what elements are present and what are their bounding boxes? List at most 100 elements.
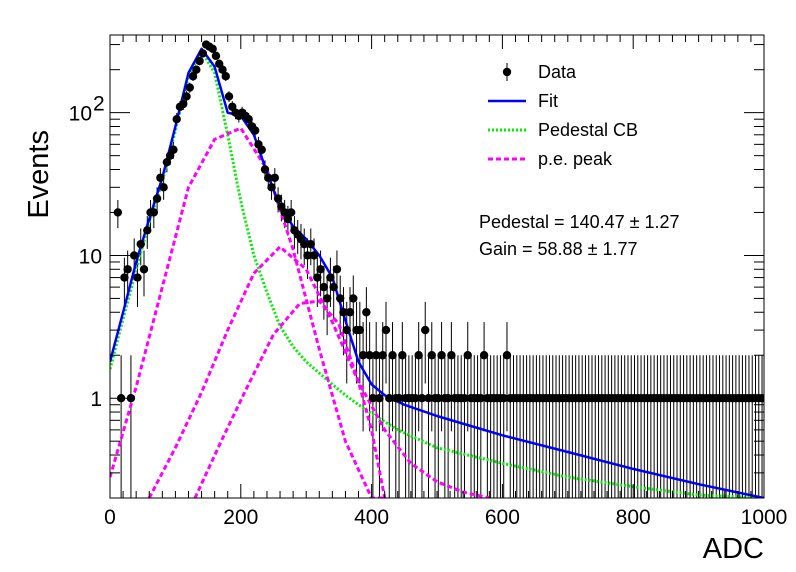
data-point bbox=[260, 165, 270, 174]
fit-annotations: Pedestal = 140.47 ± 1.27 Gain = 58.88 ± 1… bbox=[479, 212, 680, 259]
data-point bbox=[280, 208, 289, 217]
data-point bbox=[427, 351, 436, 360]
data-point bbox=[283, 214, 293, 224]
data-point bbox=[437, 351, 446, 360]
data-point bbox=[133, 273, 142, 282]
data-point bbox=[411, 394, 420, 403]
data-point bbox=[365, 351, 374, 360]
data-point bbox=[224, 92, 234, 101]
data-point bbox=[313, 273, 322, 282]
legend-label: Pedestal CB bbox=[538, 120, 638, 140]
data-point bbox=[129, 251, 139, 260]
data-point bbox=[339, 308, 348, 317]
data-point bbox=[371, 351, 381, 360]
data-point bbox=[250, 126, 260, 135]
data-point bbox=[198, 49, 208, 58]
x-tick-label: 400 bbox=[354, 506, 389, 529]
data-point bbox=[156, 173, 165, 182]
fit-result-text: Pedestal = 140.47 ± 1.27 bbox=[479, 212, 680, 232]
data-point bbox=[270, 173, 280, 182]
data-point bbox=[332, 265, 342, 274]
data-point bbox=[139, 265, 149, 274]
data-point bbox=[460, 394, 469, 403]
data-point bbox=[179, 99, 188, 109]
data-point bbox=[358, 351, 368, 360]
legend-marker bbox=[502, 67, 512, 77]
data-point bbox=[355, 325, 365, 335]
data-point bbox=[149, 208, 159, 217]
y-axis-title: Events bbox=[23, 130, 55, 219]
data-point bbox=[398, 351, 407, 360]
data-point bbox=[257, 145, 266, 154]
data-point bbox=[421, 325, 430, 335]
data-point bbox=[447, 351, 456, 360]
data-point bbox=[479, 351, 489, 360]
data-point bbox=[424, 394, 433, 403]
data-point bbox=[349, 294, 358, 303]
data-point bbox=[326, 273, 335, 282]
curve-p-e-peak-3 bbox=[193, 299, 387, 498]
data-point bbox=[169, 145, 178, 154]
data-point bbox=[381, 325, 391, 335]
axis-ticks bbox=[109, 35, 765, 499]
x-tick-label: 0 bbox=[104, 506, 116, 529]
data-point bbox=[443, 394, 453, 403]
x-tick-label: 200 bbox=[223, 506, 258, 529]
legend: Data Fit Pedestal CB p.e. peak bbox=[488, 62, 638, 169]
data-point bbox=[336, 294, 345, 303]
x-tick-label: 800 bbox=[616, 506, 651, 529]
x-tick-label: 1000 bbox=[741, 506, 788, 529]
curve-p-e-peak-2 bbox=[147, 245, 490, 498]
data-point bbox=[143, 226, 152, 235]
data-point bbox=[309, 251, 319, 260]
data-point bbox=[316, 265, 325, 274]
data-point bbox=[221, 72, 230, 81]
data-point bbox=[394, 394, 404, 403]
data-point bbox=[502, 351, 512, 360]
data-point bbox=[172, 115, 181, 124]
data-point bbox=[368, 394, 378, 403]
data-point bbox=[329, 282, 338, 292]
data-point bbox=[136, 239, 145, 249]
y-tick-label: 10 bbox=[79, 245, 102, 268]
y-tick-label: 1 bbox=[90, 388, 102, 411]
data-point bbox=[378, 351, 387, 360]
data-points bbox=[113, 40, 764, 403]
legend-label: p.e. peak bbox=[538, 149, 613, 169]
data-point bbox=[306, 239, 315, 249]
data-point bbox=[476, 394, 486, 403]
data-point bbox=[244, 115, 253, 124]
data-point bbox=[300, 239, 309, 249]
fit-result-text: Gain = 58.88 ± 1.77 bbox=[479, 239, 638, 259]
data-point bbox=[208, 44, 217, 54]
data-point bbox=[342, 325, 351, 335]
curve-p-e-peak-1 bbox=[110, 126, 385, 498]
data-point bbox=[375, 394, 384, 403]
data-point bbox=[286, 208, 296, 217]
y-tick-label-exponent: 2 bbox=[93, 93, 105, 116]
data-point bbox=[345, 308, 355, 317]
data-point bbox=[188, 72, 198, 81]
data-point bbox=[182, 92, 191, 101]
curve-fit bbox=[110, 47, 764, 498]
data-point bbox=[434, 394, 443, 403]
data-point bbox=[417, 394, 427, 403]
data-point bbox=[159, 183, 168, 192]
data-point bbox=[211, 51, 221, 61]
data-point bbox=[319, 282, 329, 292]
data-point bbox=[264, 173, 273, 182]
x-axis-title: ADC bbox=[703, 533, 764, 565]
data-point bbox=[414, 351, 423, 360]
data-point bbox=[185, 83, 194, 92]
data-point bbox=[126, 394, 136, 403]
x-tick-label: 600 bbox=[485, 506, 520, 529]
data-point bbox=[463, 351, 472, 360]
data-point bbox=[388, 351, 397, 360]
data-point bbox=[195, 56, 204, 66]
data-point bbox=[385, 394, 394, 403]
legend-label: Data bbox=[538, 62, 577, 82]
x-tick-labels: 0 200 400 600 800 1000 bbox=[104, 506, 787, 529]
data-point bbox=[218, 65, 227, 74]
